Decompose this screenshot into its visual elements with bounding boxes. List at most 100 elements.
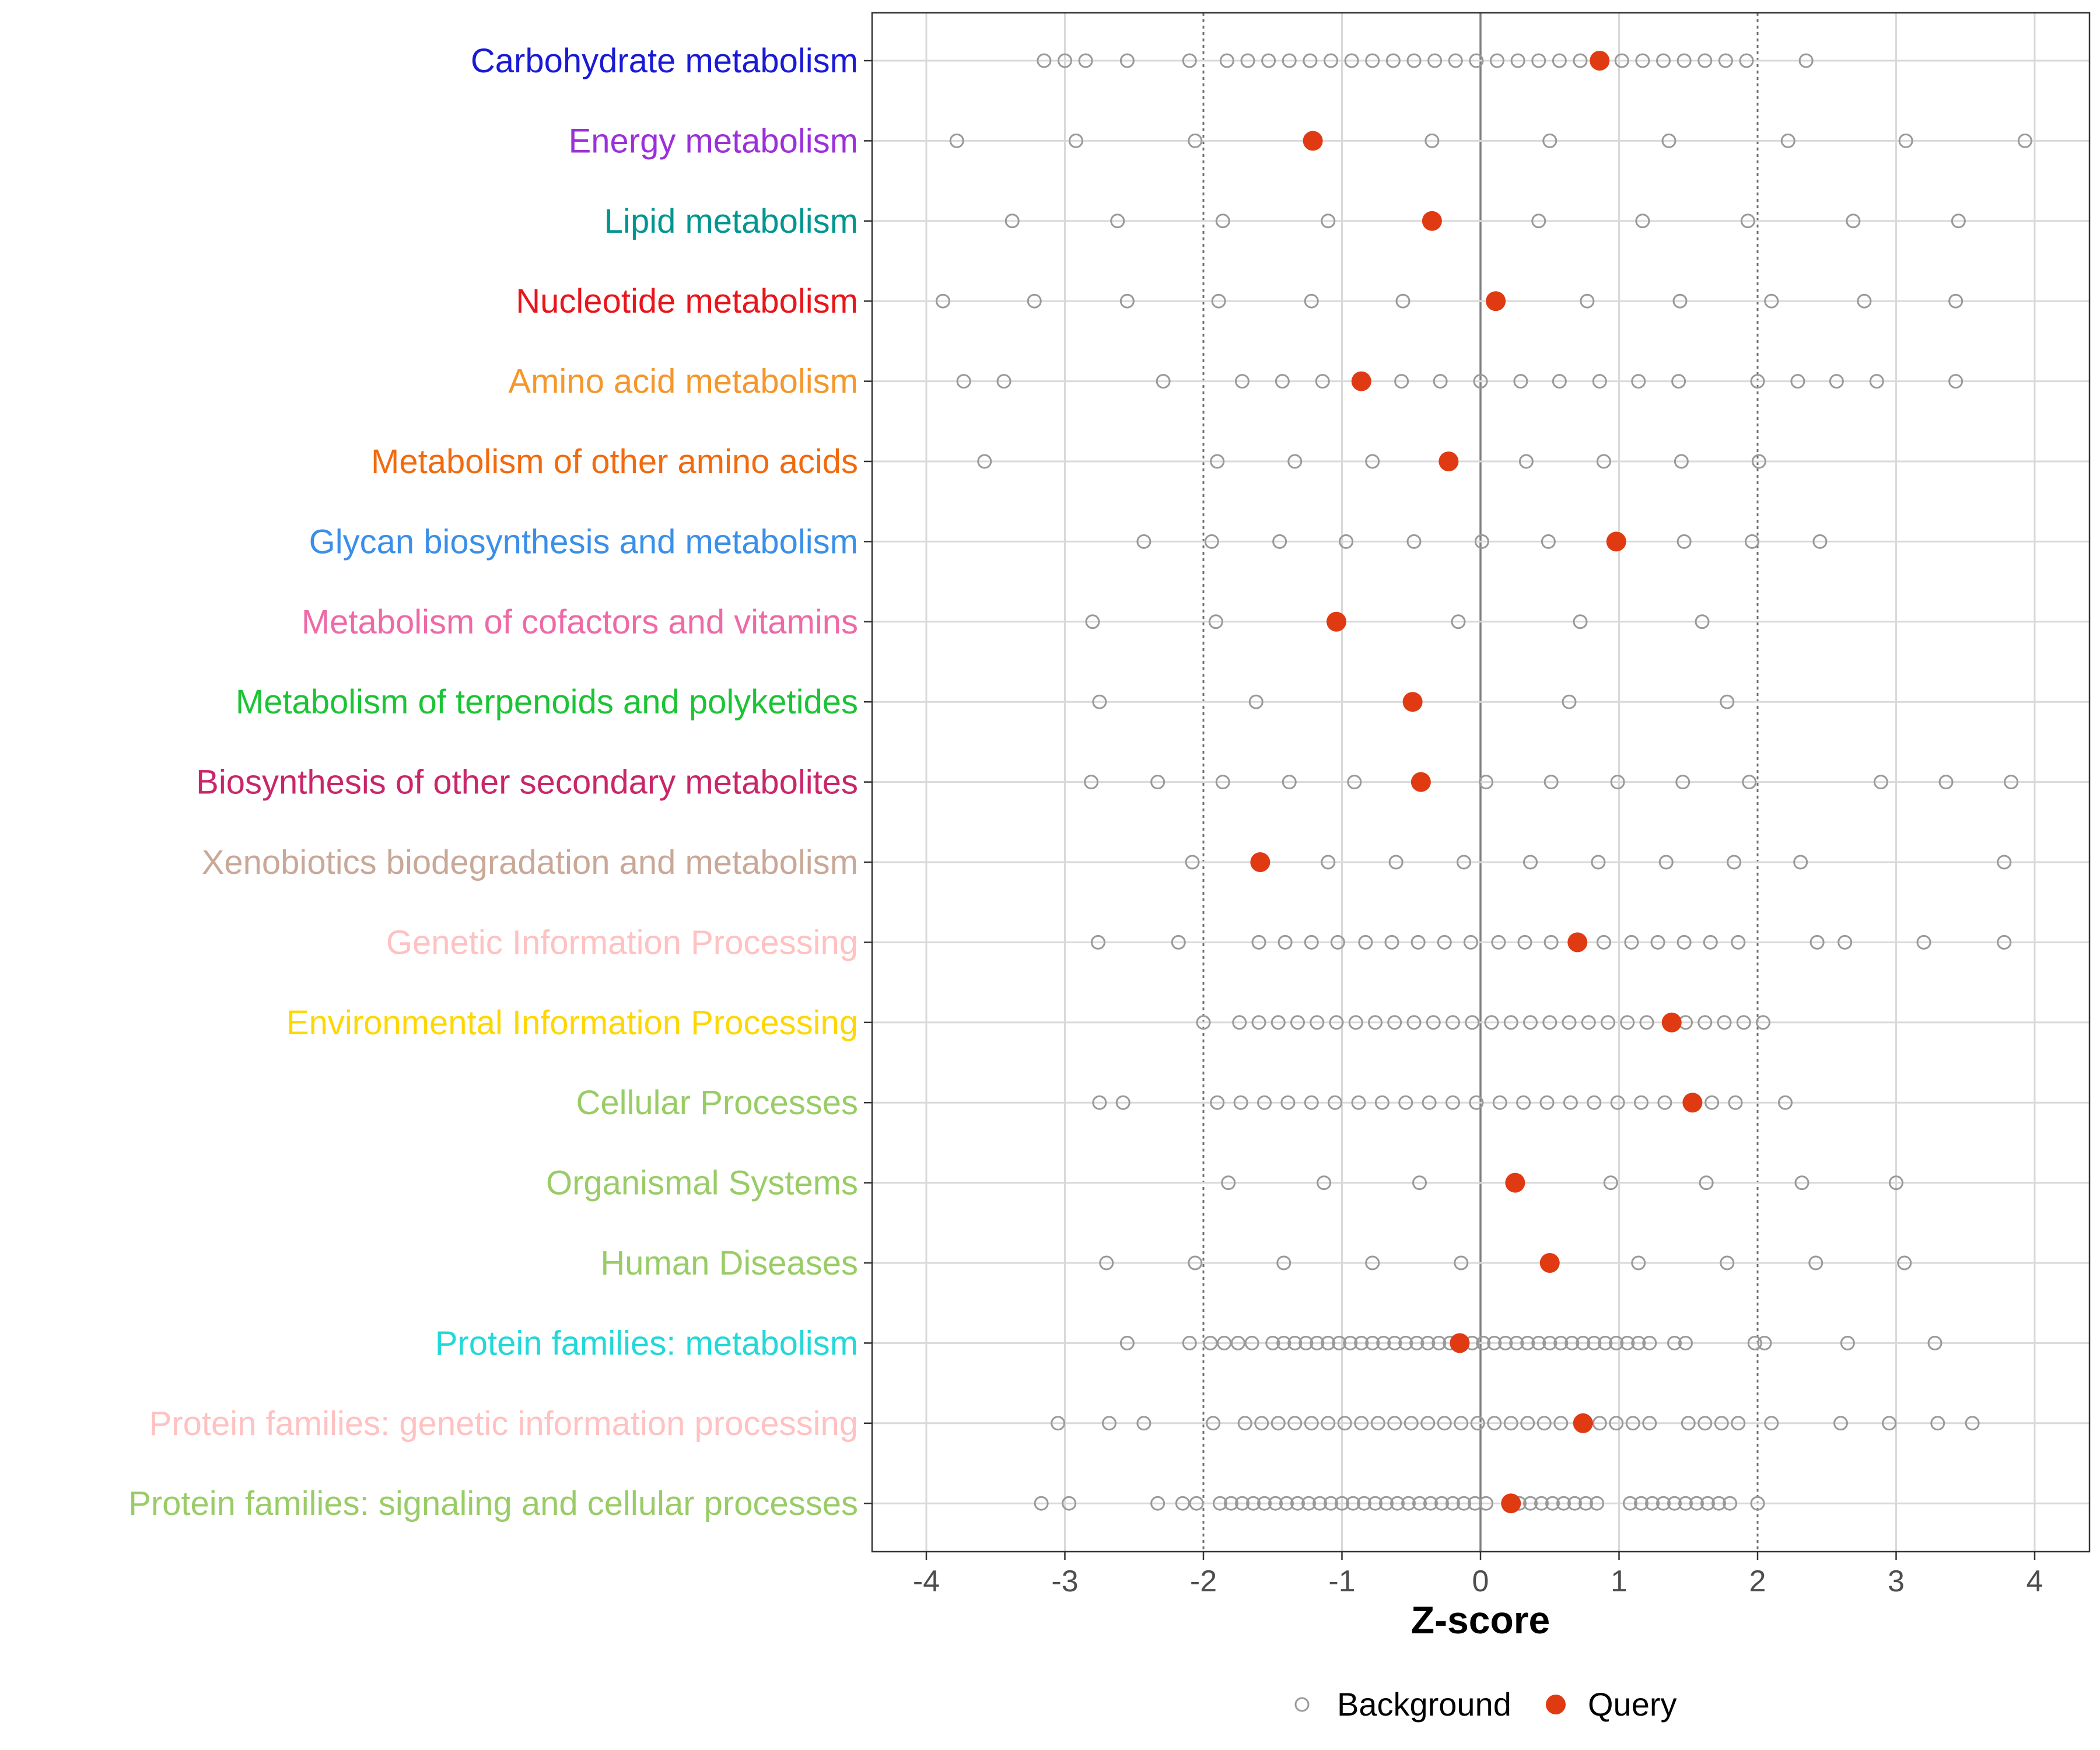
background-point [1520, 1335, 1535, 1350]
background-point [1639, 1015, 1654, 1030]
background-point [1091, 935, 1105, 950]
background-point [1310, 1335, 1325, 1350]
background-point [1657, 1095, 1672, 1110]
background-point [1215, 214, 1230, 229]
background-point [1614, 53, 1629, 68]
background-point [1354, 1416, 1369, 1431]
background-point [1427, 53, 1443, 68]
background-point [1750, 1496, 1765, 1511]
background-point [1171, 935, 1186, 950]
category-label: Organismal Systems [546, 1164, 858, 1202]
legend-query-symbol [1546, 1695, 1566, 1714]
background-point [977, 454, 992, 469]
background-point [1667, 1335, 1682, 1350]
query-point [1505, 1172, 1525, 1193]
background-point [1552, 374, 1567, 389]
background-point [1564, 1335, 1580, 1350]
background-point [1650, 935, 1665, 950]
background-point [1739, 53, 1754, 68]
category-label: Protein families: metabolism [435, 1324, 858, 1362]
background-point [1037, 53, 1052, 68]
background-point [1303, 53, 1318, 68]
query-point [1590, 51, 1610, 71]
background-point [1196, 1015, 1211, 1030]
background-point [1798, 53, 1814, 68]
query-point [1450, 1333, 1470, 1353]
background-point [1446, 1496, 1460, 1511]
background-point [1676, 935, 1692, 950]
background-point [1357, 1496, 1371, 1511]
category-label: Protein families: signaling and cellular… [128, 1485, 858, 1522]
category-label: Human Diseases [600, 1244, 858, 1282]
legend: Background Query [1294, 1686, 1677, 1723]
background-point [1384, 935, 1399, 950]
background-point [1603, 1175, 1618, 1191]
background-point [1596, 935, 1611, 950]
background-point [1678, 1496, 1693, 1511]
background-point [1446, 1015, 1460, 1030]
background-point [1219, 53, 1234, 68]
query-point [1682, 1093, 1703, 1113]
background-point [1698, 53, 1713, 68]
background-point [1374, 1095, 1390, 1110]
background-point [1339, 534, 1354, 549]
background-point [1523, 855, 1538, 870]
background-point [1513, 374, 1528, 389]
background-point [1385, 53, 1401, 68]
background-point [1185, 855, 1200, 870]
background-point [1221, 1175, 1236, 1191]
background-point [1321, 214, 1336, 229]
background-point [1742, 775, 1757, 790]
background-point [1092, 694, 1107, 709]
background-point [1840, 1335, 1855, 1350]
background-point [1545, 1496, 1560, 1511]
category-label: Lipid metabolism [604, 202, 858, 240]
background-point [1410, 935, 1426, 950]
background-point [949, 133, 964, 148]
background-point [1261, 53, 1276, 68]
background-point [1335, 1496, 1349, 1511]
background-point [1812, 534, 1828, 549]
background-point [1398, 1335, 1413, 1350]
x-tick-label: 2 [1749, 1564, 1766, 1598]
background-point [1473, 374, 1488, 389]
background-point [1189, 1496, 1204, 1511]
background-point [1598, 1335, 1613, 1350]
background-point [1279, 1496, 1294, 1511]
query-point [1486, 291, 1506, 312]
background-point [1457, 1496, 1471, 1511]
background-point [1188, 133, 1203, 148]
background-point [1365, 454, 1380, 469]
background-point [2004, 775, 2019, 790]
query-point [1351, 371, 1371, 391]
query-point [1250, 852, 1270, 872]
category-label: Environmental Information Processing [286, 1004, 858, 1042]
background-point [1718, 53, 1733, 68]
background-point [1354, 1335, 1369, 1350]
background-point [1469, 1095, 1484, 1110]
background-point [1244, 1335, 1259, 1350]
background-point [1498, 1335, 1513, 1350]
background-point [1634, 1496, 1648, 1511]
background-point [1217, 1335, 1232, 1350]
background-point [1503, 1015, 1518, 1030]
background-point [1321, 1335, 1336, 1350]
background-point [1720, 694, 1735, 709]
x-tick-label: 4 [2027, 1564, 2043, 1598]
background-point [1712, 1496, 1726, 1511]
background-point [1084, 775, 1099, 790]
category-label: Xenobiotics biodegradation and metabolis… [202, 844, 858, 881]
background-point [1287, 1335, 1303, 1350]
background-point [1347, 775, 1362, 790]
background-point [1635, 214, 1650, 229]
background-point [1062, 1496, 1077, 1511]
background-point [1658, 855, 1674, 870]
background-point [1358, 935, 1373, 950]
background-point [1451, 614, 1466, 629]
background-point [1365, 1255, 1380, 1270]
background-point [1437, 935, 1452, 950]
background-point [1370, 1416, 1385, 1431]
background-point [1232, 1015, 1247, 1030]
background-point [1387, 1416, 1402, 1431]
background-point [1829, 374, 1844, 389]
